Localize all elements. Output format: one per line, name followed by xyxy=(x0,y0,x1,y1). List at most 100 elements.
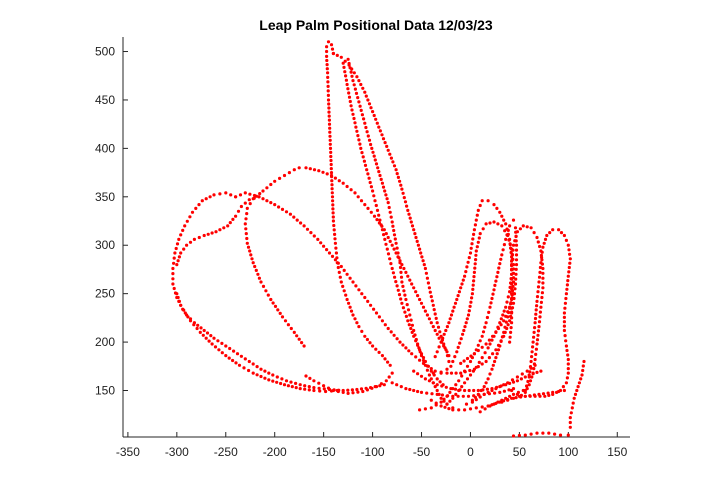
data-point xyxy=(538,270,542,274)
data-point xyxy=(505,300,509,304)
data-point xyxy=(368,341,372,345)
data-point xyxy=(237,363,242,367)
data-point xyxy=(570,406,574,410)
data-point xyxy=(280,315,285,319)
data-point xyxy=(259,374,263,379)
data-point xyxy=(491,334,495,338)
data-point xyxy=(485,387,489,391)
data-point xyxy=(438,330,442,334)
data-point xyxy=(541,266,545,271)
data-point xyxy=(192,237,196,241)
data-point xyxy=(200,199,204,203)
data-point xyxy=(271,373,275,377)
data-point xyxy=(172,286,176,291)
data-point xyxy=(488,305,492,309)
data-point xyxy=(498,210,502,214)
data-point xyxy=(383,141,387,145)
data-point xyxy=(287,171,291,175)
data-point xyxy=(299,221,303,225)
data-point xyxy=(317,381,321,385)
data-point xyxy=(325,49,329,54)
data-point xyxy=(530,355,534,359)
data-point xyxy=(338,275,342,279)
data-point xyxy=(410,282,414,286)
data-point xyxy=(463,381,467,385)
data-point xyxy=(231,358,235,363)
data-point xyxy=(451,309,455,313)
data-point xyxy=(534,352,538,356)
data-point xyxy=(513,287,517,291)
data-point xyxy=(493,283,497,287)
data-point xyxy=(478,395,482,399)
data-point xyxy=(478,232,482,236)
data-point xyxy=(483,325,487,329)
data-point xyxy=(580,373,584,377)
data-point xyxy=(568,420,572,425)
data-point xyxy=(436,325,441,329)
data-point xyxy=(248,202,252,206)
data-point xyxy=(346,87,350,91)
data-point xyxy=(449,364,453,368)
data-point xyxy=(506,233,510,238)
data-point xyxy=(486,390,490,394)
data-point xyxy=(367,176,371,180)
data-point xyxy=(212,193,216,197)
data-point xyxy=(499,317,503,321)
data-point xyxy=(448,390,452,394)
data-point xyxy=(462,359,466,363)
data-point xyxy=(348,66,352,70)
data-point xyxy=(551,390,555,394)
data-point xyxy=(378,129,382,133)
data-point xyxy=(246,245,251,249)
data-point xyxy=(374,162,379,166)
data-point xyxy=(431,325,435,329)
data-point xyxy=(407,349,411,353)
data-point xyxy=(359,108,363,112)
chart-title: Leap Palm Positional Data 12/03/23 xyxy=(259,17,493,33)
data-point xyxy=(303,384,307,388)
data-point xyxy=(380,319,384,323)
data-point xyxy=(533,316,538,321)
data-point xyxy=(465,377,470,381)
data-point xyxy=(252,196,256,200)
data-point xyxy=(363,90,367,94)
data-point xyxy=(392,228,396,233)
y-tick-label: 350 xyxy=(95,190,115,204)
data-point xyxy=(480,345,484,349)
data-point xyxy=(365,168,369,172)
data-point xyxy=(326,89,330,93)
data-point xyxy=(329,171,334,175)
data-point xyxy=(381,137,386,141)
data-point xyxy=(425,313,429,317)
data-point xyxy=(327,251,332,255)
data-point xyxy=(476,388,480,393)
data-point xyxy=(337,179,341,183)
data-point xyxy=(175,263,179,267)
data-point xyxy=(510,272,514,276)
data-point xyxy=(432,373,436,377)
data-point xyxy=(459,337,463,341)
data-point xyxy=(429,295,433,299)
data-point xyxy=(371,110,375,114)
data-point xyxy=(336,261,340,265)
data-point xyxy=(294,381,298,385)
data-point xyxy=(508,319,512,323)
data-point xyxy=(535,370,539,374)
data-point xyxy=(445,325,449,329)
data-point xyxy=(529,359,533,364)
data-point xyxy=(520,372,524,376)
data-point xyxy=(229,193,233,197)
data-point xyxy=(503,229,507,233)
data-point xyxy=(426,281,430,285)
data-point xyxy=(523,375,527,379)
data-point xyxy=(192,321,196,325)
data-point xyxy=(391,271,395,275)
data-point xyxy=(367,138,372,142)
data-point xyxy=(399,270,403,274)
data-point xyxy=(333,237,337,241)
data-point xyxy=(359,387,364,391)
data-point xyxy=(532,330,536,334)
data-point xyxy=(362,117,366,121)
data-point xyxy=(371,344,375,348)
data-point xyxy=(171,282,175,286)
